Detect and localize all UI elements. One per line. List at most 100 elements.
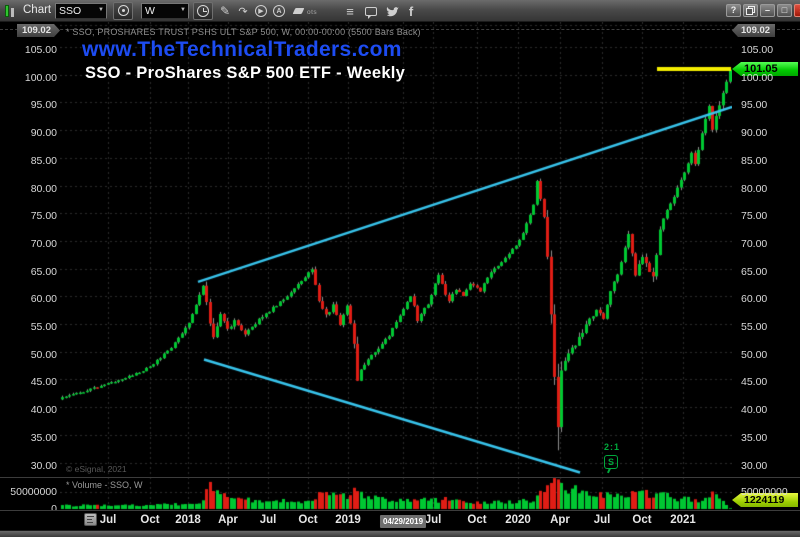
- split-ratio-label: 2:1: [603, 442, 620, 452]
- interval-value: W: [145, 5, 155, 17]
- price-tick-label: 95.00: [30, 99, 57, 112]
- volume-study-label: * Volume - SSO, W: [66, 480, 143, 490]
- maximize-button[interactable]: □: [777, 4, 792, 17]
- scale-top-badge: 109.02: [732, 24, 776, 37]
- minimize-button[interactable]: –: [760, 4, 775, 17]
- price-tick-label: 100.00: [24, 71, 57, 84]
- replay-icon[interactable]: ▶: [253, 2, 269, 20]
- price-tick-label: 30.00: [30, 459, 57, 472]
- volume-tick-label: 50000000: [741, 486, 788, 498]
- annotate-icon[interactable]: A: [271, 2, 287, 20]
- price-tick-label: 75.00: [30, 210, 57, 223]
- price-tick-label: 45.00: [30, 376, 57, 389]
- time-tick-label: Oct: [467, 514, 487, 526]
- price-tick-label: 85.00: [741, 154, 768, 167]
- price-tick-label: 50.00: [30, 348, 57, 361]
- volume-zero-label: 0: [51, 503, 57, 515]
- scale-top-gridline: [0, 29, 800, 30]
- price-tick-label: 30.00: [741, 459, 768, 472]
- time-tick-label: Apr: [218, 514, 238, 526]
- price-tick-label: 40.00: [30, 404, 57, 417]
- price-tick-label: 35.00: [741, 431, 768, 444]
- ots-label: ots: [307, 9, 318, 16]
- window-bottom-edge: [0, 530, 800, 537]
- price-tick-label: 50.00: [741, 348, 768, 361]
- price-tick-label: 70.00: [30, 237, 57, 250]
- close-button[interactable]: ×: [794, 4, 800, 17]
- time-tick-label: Oct: [140, 514, 160, 526]
- app-icon: [5, 4, 19, 18]
- news-list-icon[interactable]: ≡: [346, 3, 354, 19]
- draw-pencil-icon[interactable]: ✎: [219, 4, 231, 18]
- split-event-icon: S: [604, 455, 618, 469]
- chart-title-line: * SSO, PROSHARES TRUST PSHS ULT S&P 500,…: [66, 27, 421, 37]
- copyright-label: © eSignal, 2021: [66, 464, 127, 474]
- time-axis[interactable]: Dyn JulOct2018AprJulOct2019JulOct2020Apr…: [0, 511, 800, 530]
- layers-icon: [746, 6, 755, 15]
- watermark-link[interactable]: www.TheTechnicalTraders.com: [82, 38, 402, 61]
- help-button[interactable]: ?: [726, 4, 741, 17]
- price-chart-canvas[interactable]: [60, 22, 732, 510]
- left-price-axis[interactable]: 109.02 105.00 100.00 95.00 90.00 85.00 80.00 7…: [0, 22, 60, 515]
- interval-dropdown[interactable]: W ▼: [141, 3, 189, 19]
- chat-icon[interactable]: [363, 2, 379, 20]
- last-volume-badge: 1224119: [732, 493, 798, 507]
- price-tick-label: 55.00: [741, 321, 768, 333]
- twitter-icon[interactable]: [385, 2, 401, 20]
- chevron-down-icon: ▼: [180, 7, 186, 13]
- chevron-down-icon: ▼: [98, 7, 104, 13]
- time-tick-label: Jul: [593, 514, 611, 526]
- chart-headline: SSO - ProShares S&P 500 ETF - Weekly: [85, 64, 406, 82]
- time-tick-label: Apr: [550, 514, 570, 526]
- scale-top-badge: 109.02: [17, 24, 60, 37]
- price-tick-label: 90.00: [30, 127, 57, 140]
- time-interval-button[interactable]: [193, 2, 213, 20]
- price-tick-label: 65.00: [30, 265, 57, 278]
- titlebar: Chart SSO ▼ W ▼ ✎ ↷ ▶ A ots ≡ f ? –: [0, 0, 800, 22]
- price-tick-label: 80.00: [741, 182, 768, 195]
- price-tick-label: 40.00: [741, 404, 768, 417]
- price-tick-label: 70.00: [741, 237, 768, 250]
- panel-separator[interactable]: [0, 477, 800, 478]
- volume-tick-label: 50000000: [10, 486, 57, 498]
- time-tick-label: 2021: [670, 514, 696, 526]
- time-tick-label: Jul: [259, 514, 277, 526]
- search-icon: [117, 5, 129, 16]
- price-tick-label: 65.00: [741, 265, 768, 278]
- price-tick-label: 60.00: [30, 293, 57, 306]
- last-price-badge: 101.05: [732, 62, 798, 76]
- price-tick-label: 55.00: [30, 321, 57, 333]
- time-tick-label: 2019: [335, 514, 361, 526]
- price-tick-label: 100.00: [741, 71, 774, 84]
- eraser-icon[interactable]: [290, 2, 306, 20]
- curve-tool-icon[interactable]: ↷: [238, 5, 248, 18]
- facebook-icon[interactable]: f: [408, 3, 414, 19]
- time-tick-label: Oct: [632, 514, 652, 526]
- time-tick-label: Oct: [298, 514, 318, 526]
- cursor-date-label: 04/29/2019: [379, 515, 427, 528]
- window-title: Chart: [23, 4, 52, 16]
- restore-button[interactable]: [743, 4, 758, 17]
- symbol-value: SSO: [59, 5, 82, 17]
- right-price-axis[interactable]: 109.02 101.05 1224119 105.00 100.00 95.00 9…: [732, 22, 800, 510]
- price-tick-label: 105.00: [741, 44, 774, 56]
- time-tick-label: Jul: [424, 514, 442, 526]
- price-tick-label: 80.00: [30, 182, 57, 195]
- price-tick-label: 45.00: [741, 376, 768, 389]
- price-tick-label: 105.00: [24, 44, 57, 56]
- price-tick-label: 85.00: [30, 154, 57, 167]
- price-tick-label: 90.00: [741, 127, 768, 140]
- time-tick-label: 2018: [175, 514, 201, 526]
- clock-icon: [197, 4, 209, 17]
- price-tick-label: 60.00: [741, 293, 768, 306]
- time-tick-label: Jul: [99, 514, 117, 526]
- symbol-search-button[interactable]: [113, 2, 133, 20]
- price-tick-label: 35.00: [30, 431, 57, 444]
- price-tick-label: 95.00: [741, 99, 768, 112]
- time-template-icon[interactable]: [84, 513, 97, 526]
- time-tick-label: 2020: [505, 514, 531, 526]
- price-tick-label: 75.00: [741, 210, 768, 223]
- symbol-dropdown[interactable]: SSO ▼: [55, 3, 107, 19]
- axis-separator: [0, 510, 800, 511]
